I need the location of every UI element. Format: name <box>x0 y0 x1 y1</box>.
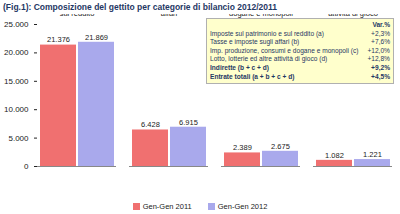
svg-text:Tasse e imposte sugliaffari: Tasse e imposte sugliaffari <box>133 14 205 18</box>
svg-text:21.376: 21.376 <box>47 35 70 44</box>
svg-text:10.000: 10.000 <box>4 105 29 114</box>
svg-text:Lotto, lotterie ed altreattivi: Lotto, lotterie ed altreattività di gioc… <box>318 14 388 18</box>
html-text:+7,6%: +7,6% <box>371 38 390 46</box>
html-text:Imp. produzione, consumi e dog: Imp. produzione, consumi e dogane e mono… <box>210 46 359 54</box>
svg-text:21.869: 21.869 <box>85 33 108 42</box>
html-text:Lotto, lotterie ed altre attiv: Lotto, lotterie ed altre attività di gio… <box>210 55 328 63</box>
svg-text:15.000: 15.000 <box>4 77 29 86</box>
svg-text:20.000: 20.000 <box>4 48 29 57</box>
svg-text:1.082: 1.082 <box>325 151 344 160</box>
html-text:Entrate totali (a + b + c + d): Entrate totali (a + b + c + d) <box>210 72 295 80</box>
html-text:Gen-Gen 2012: Gen-Gen 2012 <box>217 202 268 211</box>
html-text:+4,5%: +4,5% <box>371 72 390 80</box>
svg-text:Imposte sullaproduzione, consu: Imposte sullaproduzione, consumi edogane… <box>223 14 298 18</box>
html-text:(Fig.1): Composizione del gett: (Fig.1): Composizione del gettito per ca… <box>3 2 277 12</box>
html-text:Tasse e imposte sugli affari (: Tasse e imposte sugli affari (b) <box>210 38 300 46</box>
svg-text:2.389: 2.389 <box>233 143 252 152</box>
svg-text:1.221: 1.221 <box>363 150 382 159</box>
html-text:+2,3%: +2,3% <box>371 29 390 37</box>
html-text:+12,8%: +12,8% <box>367 55 390 63</box>
svg-text:5.000: 5.000 <box>8 134 29 143</box>
svg-text:0: 0 <box>24 162 29 171</box>
svg-text:Imposte sul patrimonio esul re: Imposte sul patrimonio esul reddito <box>36 14 118 18</box>
html-text:Imposte sul patrimonio e sul r: Imposte sul patrimonio e sul reddito (a) <box>210 29 324 37</box>
html-text:Var.%: Var.% <box>372 21 390 28</box>
svg-text:2.675: 2.675 <box>271 142 290 151</box>
html-text:+12,0%: +12,0% <box>367 46 390 54</box>
svg-text:6.915: 6.915 <box>179 118 198 127</box>
html-text:+9,2%: +9,2% <box>371 64 390 71</box>
svg-text:6.428: 6.428 <box>141 120 160 129</box>
html-text:Indirette (b + c + d): Indirette (b + c + d) <box>210 64 269 71</box>
svg-text:25.000: 25.000 <box>4 20 29 29</box>
html-text:Gen-Gen 2011: Gen-Gen 2011 <box>142 202 192 211</box>
